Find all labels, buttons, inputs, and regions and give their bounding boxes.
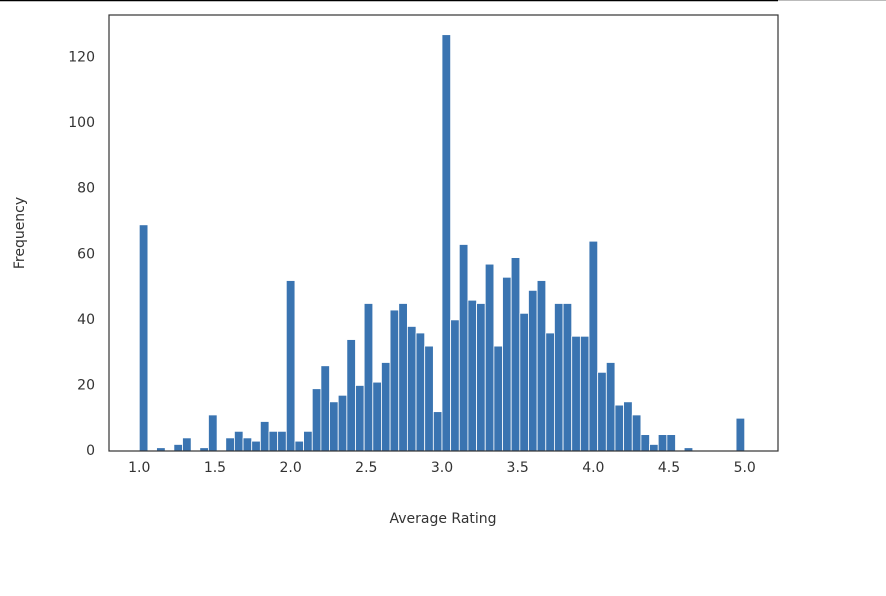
x-tick-label: 4.5 — [658, 460, 680, 476]
bar — [467, 299, 477, 452]
bar — [441, 34, 452, 452]
bar — [182, 437, 192, 452]
bar — [458, 244, 469, 452]
bar — [242, 437, 253, 452]
y-tick-label: 80 — [77, 181, 95, 197]
bar — [294, 440, 305, 452]
bar — [234, 430, 244, 452]
bar — [579, 335, 590, 452]
bar — [337, 394, 348, 452]
bar — [510, 257, 521, 452]
bar — [640, 434, 650, 452]
bar — [303, 430, 313, 452]
x-tick-label: 2.5 — [355, 460, 377, 476]
y-tick-label: 60 — [77, 246, 95, 262]
bar — [484, 263, 495, 452]
bar — [528, 289, 538, 452]
bar — [657, 434, 668, 452]
bar — [346, 339, 356, 452]
bar — [545, 332, 555, 452]
bar — [432, 411, 443, 452]
bar — [259, 421, 270, 452]
bar — [571, 335, 581, 452]
bar — [398, 303, 408, 452]
bar — [605, 362, 616, 452]
bar — [450, 319, 460, 452]
bar — [588, 240, 599, 452]
plot-frame — [108, 14, 779, 452]
bar — [311, 388, 322, 452]
bar — [208, 414, 218, 452]
y-tick-label: 100 — [68, 115, 95, 131]
x-tick-label: 3.0 — [431, 460, 453, 476]
bar — [476, 303, 486, 452]
y-tick-label: 120 — [68, 50, 95, 66]
x-tick-label: 2.0 — [279, 460, 301, 476]
bar — [363, 303, 374, 452]
x-axis-label: Average Rating — [389, 511, 496, 527]
bar — [268, 430, 279, 452]
y-tick-label: 40 — [77, 312, 95, 328]
bar — [614, 404, 625, 452]
bar — [735, 417, 746, 452]
bar — [225, 437, 235, 452]
bar — [493, 345, 503, 452]
bar — [623, 401, 633, 452]
bar — [277, 430, 287, 452]
bar — [562, 303, 573, 452]
bar — [536, 280, 547, 452]
bar — [649, 444, 659, 452]
bar — [372, 381, 382, 452]
x-tick-label: 1.5 — [204, 460, 226, 476]
bar — [320, 365, 330, 452]
y-axis-label: Frequency — [12, 197, 28, 269]
y-tick-label: 0 — [86, 443, 95, 459]
bar — [597, 371, 607, 452]
bar — [406, 326, 417, 452]
x-tick-label: 1.0 — [128, 460, 150, 476]
bar — [329, 401, 339, 452]
bar — [502, 276, 512, 452]
bar — [251, 440, 261, 452]
bar — [285, 280, 296, 452]
bar — [554, 303, 564, 452]
bar — [381, 362, 391, 452]
bar — [519, 312, 529, 452]
bar — [631, 414, 642, 452]
bar — [389, 309, 400, 452]
bar — [666, 434, 676, 452]
y-tick-label: 20 — [77, 377, 95, 393]
bar — [424, 345, 434, 452]
bar — [415, 332, 426, 452]
x-tick-label: 5.0 — [734, 460, 756, 476]
bar — [138, 224, 149, 452]
bar — [173, 444, 183, 452]
x-tick-label: 3.5 — [507, 460, 529, 476]
bar — [355, 385, 365, 452]
x-tick-label: 4.0 — [582, 460, 604, 476]
